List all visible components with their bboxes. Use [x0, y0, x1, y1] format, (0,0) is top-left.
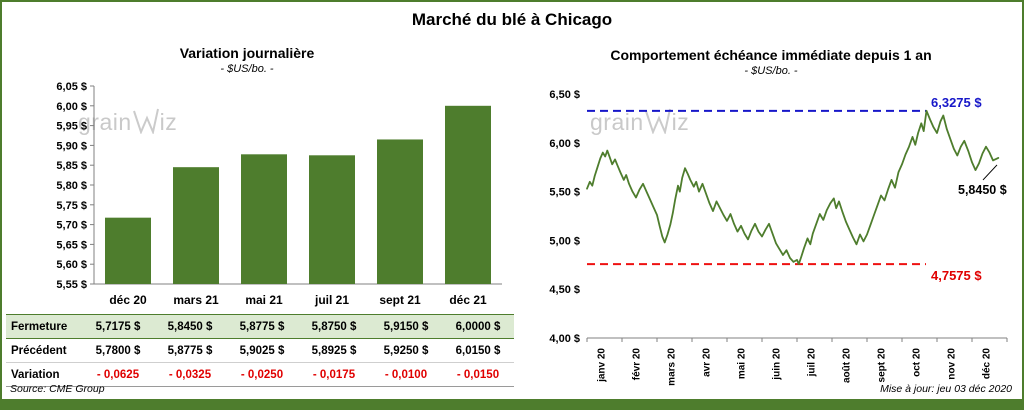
- zigzag-w-icon: [644, 108, 671, 134]
- source-note: Source: CME Group: [10, 383, 105, 395]
- last-value-label: 5,8450 $: [958, 183, 1007, 197]
- x-month-label: mars 20: [667, 348, 678, 386]
- table-row-prev: Précédent 5,7800 $5,8775 $5,9025 $5,8925 …: [6, 338, 514, 363]
- table-cell: - 0,0150: [442, 362, 514, 387]
- y-axis-label: 6,50 $: [549, 89, 580, 101]
- x-month-label: déc 20: [982, 348, 993, 380]
- max-value-label: 6,3275 $: [931, 95, 982, 110]
- x-month-label: juil 20: [807, 348, 818, 378]
- bar: [309, 155, 355, 284]
- y-axis-label: 5,50 $: [549, 187, 580, 199]
- y-axis-label: 5,75 $: [56, 200, 87, 212]
- x-category-label: sept 21: [379, 293, 421, 307]
- bar: [377, 139, 423, 284]
- bar: [241, 154, 287, 284]
- grainwiz-watermark: grain iz: [78, 106, 177, 134]
- y-axis-label: 5,65 $: [56, 239, 87, 251]
- x-category-label: déc 20: [109, 293, 147, 307]
- table-cell: 5,8750 $: [298, 314, 370, 339]
- table-cell: 5,7800 $: [82, 338, 154, 363]
- y-axis-label: 5,60 $: [56, 259, 87, 271]
- y-axis-label: 6,00 $: [549, 138, 580, 150]
- table-cell: 6,0150 $: [442, 338, 514, 363]
- table-cell: - 0,0100: [370, 362, 442, 387]
- bar: [105, 217, 151, 284]
- watermark-text-post: iz: [159, 109, 178, 135]
- line-chart: 4,00 $ 4,50 $ 5,00 $ 5,50 $ 6,00 $ 6,50 $ janv…: [549, 89, 1008, 386]
- table-cell: 5,8775 $: [154, 338, 226, 363]
- table-cell: 5,8925 $: [298, 338, 370, 363]
- x-category-label: déc 21: [449, 293, 487, 307]
- bar-chart-heading: Variation journalière - $US/bo. -: [32, 44, 462, 77]
- table-cell: - 0,0325: [154, 362, 226, 387]
- watermark-text-pre: grain: [78, 109, 132, 135]
- table-cell: 5,7175 $: [82, 314, 154, 339]
- bar-chart: 5,55 $ 5,60 $ 5,65 $ 5,70 $ 5,75 $ 5,80 $ 5,85…: [56, 81, 502, 307]
- x-month-label: oct 20: [912, 348, 923, 377]
- row-label: Fermeture: [6, 314, 82, 339]
- y-axis-label: 5,80 $: [56, 180, 87, 192]
- y-axis-label: 5,70 $: [56, 220, 87, 232]
- table-cell: 5,9250 $: [370, 338, 442, 363]
- x-month-label: févr 20: [632, 348, 643, 381]
- row-label: Variation: [6, 362, 82, 387]
- table-cell: 5,8775 $: [226, 314, 298, 339]
- price-series-line: [586, 109, 1000, 266]
- table-row-var: Variation - 0,0625- 0,0325- 0,0250- 0,017…: [6, 362, 514, 387]
- table-cell: 6,0000 $: [442, 314, 514, 339]
- bar-chart-subtitle: - $US/bo. -: [220, 63, 274, 75]
- line-chart-heading: Comportement échéance immédiate depuis 1…: [522, 46, 1020, 79]
- table-cell: - 0,0175: [298, 362, 370, 387]
- y-axis-label: 5,00 $: [549, 235, 580, 247]
- line-chart-title: Comportement échéance immédiate depuis 1…: [610, 47, 932, 63]
- bar: [173, 167, 219, 284]
- y-axis-label: 4,50 $: [549, 284, 580, 296]
- y-axis-label: 5,55 $: [56, 279, 87, 291]
- x-month-label: sept 20: [877, 348, 888, 383]
- y-axis-label: 5,95 $: [56, 121, 87, 133]
- x-category-label: juil 21: [314, 293, 349, 307]
- zigzag-w-icon: [132, 108, 159, 134]
- table-cell: 5,9150 $: [370, 314, 442, 339]
- grainwiz-watermark: grain iz: [590, 106, 689, 134]
- line-chart-subtitle: - $US/bo. -: [744, 65, 798, 77]
- bar-chart-title: Variation journalière: [179, 45, 315, 61]
- y-axis-label: 4,00 $: [549, 333, 580, 345]
- x-month-label: août 20: [842, 348, 853, 383]
- watermark-text-post: iz: [671, 109, 690, 135]
- x-category-label: mai 21: [245, 293, 283, 307]
- y-axis-label: 6,00 $: [56, 101, 87, 113]
- y-axis-label: 5,85 $: [56, 160, 87, 172]
- x-category-label: mars 21: [173, 293, 219, 307]
- updated-note: Mise à jour: jeu 03 déc 2020: [880, 383, 1012, 395]
- min-value-label: 4,7575 $: [931, 268, 982, 283]
- row-label: Précédent: [6, 338, 82, 363]
- bottom-green-strip: [2, 399, 1022, 408]
- last-value-leader: [982, 164, 998, 181]
- table-cell: 5,8450 $: [154, 314, 226, 339]
- y-axis-label: 5,90 $: [56, 140, 87, 152]
- table-row-close: Fermeture 5,7175 $5,8450 $5,8775 $5,8750 …: [6, 314, 514, 339]
- x-month-label: mai 20: [737, 348, 748, 380]
- bar: [445, 105, 491, 284]
- table-cell: - 0,0625: [82, 362, 154, 387]
- table-cell: - 0,0250: [226, 362, 298, 387]
- page-title: Marché du blé à Chicago: [411, 10, 613, 29]
- x-month-label: nov 20: [947, 348, 958, 380]
- table-cell: 5,9025 $: [226, 338, 298, 363]
- watermark-text-pre: grain: [590, 109, 644, 135]
- x-month-label: avr 20: [702, 348, 713, 377]
- x-month-label: juin 20: [772, 348, 783, 381]
- price-table: Fermeture 5,7175 $5,8450 $5,8775 $5,8750 …: [6, 314, 514, 387]
- x-month-label: janv 20: [597, 348, 608, 383]
- y-axis-label: 6,05 $: [56, 81, 87, 93]
